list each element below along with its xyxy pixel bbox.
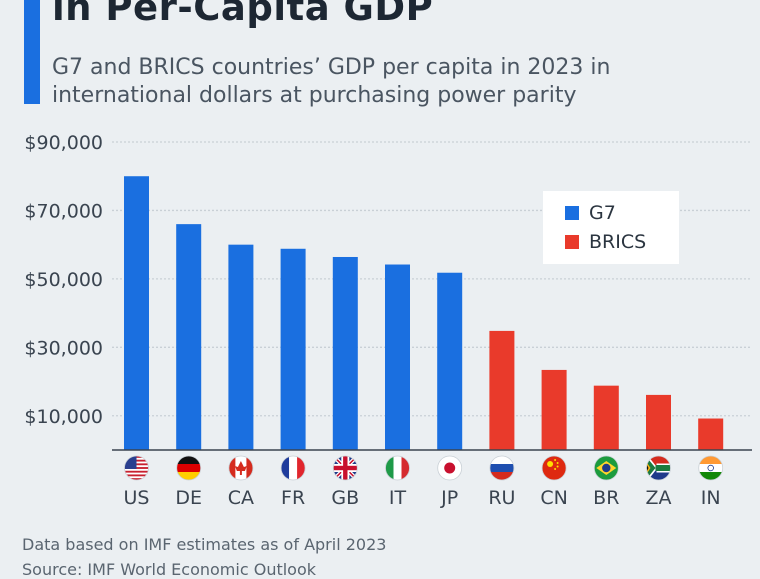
gb-flag-icon	[332, 455, 358, 481]
x-tick-label: US	[124, 487, 150, 509]
y-tick-label: $50,000	[24, 269, 103, 291]
za-flag-icon	[646, 455, 671, 481]
bar-jp	[437, 272, 463, 450]
legend-swatch-g7	[565, 206, 579, 220]
x-tick-label: DE	[175, 487, 202, 509]
x-tick-label: FR	[281, 487, 305, 509]
chart-subtitle: G7 and BRICS countries’ GDP per capita i…	[52, 55, 611, 108]
us-flag-icon	[124, 455, 149, 481]
bar-in	[698, 418, 724, 450]
jp-flag-icon	[437, 455, 463, 481]
br-flag-icon	[593, 455, 619, 481]
legend-item-brics: BRICS	[565, 230, 646, 254]
footnote: Data based on IMF estimates as of April …	[22, 535, 387, 554]
it-flag-icon	[385, 455, 410, 481]
bar-gb	[332, 256, 358, 450]
x-tick-label: GB	[331, 487, 359, 509]
x-tick-label: RU	[488, 487, 515, 509]
title-accent-bar	[24, 0, 40, 104]
legend-swatch-brics	[565, 235, 579, 249]
legend-label-g7: G7	[589, 202, 616, 224]
fr-flag-icon	[280, 455, 306, 481]
bar-de	[176, 224, 202, 450]
in-flag-icon	[698, 455, 724, 481]
ru-flag-icon	[489, 455, 515, 481]
x-tick-label: CN	[540, 487, 567, 509]
chart-title: in Per-Capita GDP	[52, 0, 434, 29]
bar-fr	[280, 248, 306, 450]
de-flag-icon	[176, 455, 202, 481]
bar-us	[124, 176, 149, 450]
cn-flag-icon	[541, 455, 567, 481]
legend: G7 BRICS	[543, 191, 679, 264]
bar-br	[593, 385, 619, 450]
x-tick-label: JP	[440, 487, 458, 509]
ca-flag-icon	[228, 455, 254, 481]
bar-chart: $10,000 $30,000 $50,000 $70,000 $90,000 US DE C…	[24, 132, 752, 509]
legend-item-g7: G7	[565, 201, 616, 225]
x-tick-label: CA	[228, 487, 254, 509]
bar-cn	[541, 369, 567, 450]
bar-ru	[489, 330, 515, 450]
y-tick-label: $10,000	[24, 406, 103, 428]
y-tick-label: $30,000	[24, 337, 103, 359]
bar-it	[385, 264, 410, 450]
legend-label-brics: BRICS	[589, 231, 647, 253]
x-tick-label: BR	[593, 487, 619, 509]
y-tick-label: $90,000	[24, 132, 103, 154]
x-tick-label: IT	[389, 487, 407, 509]
y-tick-label: $70,000	[24, 200, 103, 222]
x-tick-label: IN	[701, 487, 721, 509]
bar-za	[646, 394, 671, 450]
x-tick-label: ZA	[645, 487, 671, 509]
bar-ca	[228, 244, 254, 450]
